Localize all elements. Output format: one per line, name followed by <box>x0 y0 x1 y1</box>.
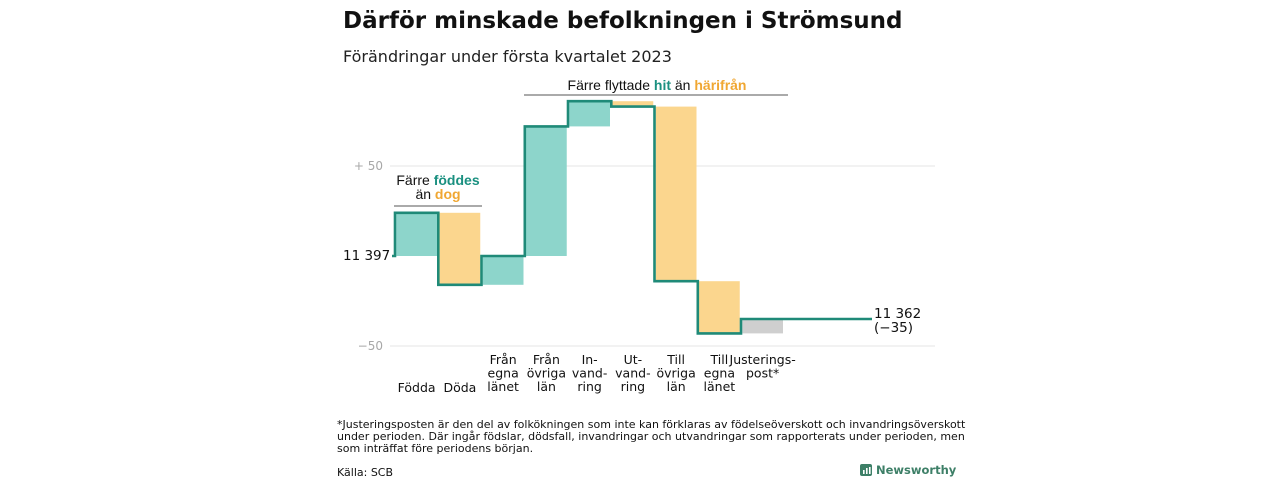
x-axis: Födda DödaFrånegnalänetFrånövrigalänIn-va… <box>398 352 796 395</box>
bar-7 <box>699 281 740 334</box>
category-label-3-1: övriga <box>527 366 566 381</box>
category-label-4-2: ring <box>577 379 601 394</box>
category-label-5-1: vand- <box>615 366 650 381</box>
y-axis: + 50 −50 <box>354 159 383 353</box>
y-tick-label-1: −50 <box>358 339 383 353</box>
category-label-7-1: egna <box>704 366 735 381</box>
step-line <box>392 99 872 335</box>
cumulative-line <box>392 99 872 335</box>
y-tick-label-0: + 50 <box>354 159 383 173</box>
end-value-label: 11 362 <box>874 306 921 322</box>
category-label-4-0: In- <box>582 352 598 367</box>
start-value-label: 11 397 <box>343 248 390 264</box>
bar-2 <box>482 256 524 285</box>
category-label-6-1: övriga <box>656 366 695 381</box>
footnote-line-1: *Justeringsposten är den del av folkökni… <box>337 418 966 431</box>
bar-6 <box>655 106 697 282</box>
births-annotation-line2: än dog <box>415 186 460 202</box>
footnote-line-3: som inträffat före periodens början. <box>337 442 533 455</box>
bar-1 <box>439 212 481 285</box>
category-label-2-2: länet <box>487 379 519 394</box>
category-label-5-2: ring <box>621 379 645 394</box>
category-label-8-0: Justerings- <box>729 352 796 367</box>
bar-3 <box>526 126 567 257</box>
migration-annotation: Färre flyttade hit än härifrån <box>524 77 788 96</box>
category-label-2-1: egna <box>488 366 519 381</box>
category-label-2-0: Från <box>490 352 517 367</box>
category-label-6-0: Till <box>666 352 685 367</box>
footnote-line-2: under perioden. Där ingår födslar, dödsf… <box>337 430 965 443</box>
brand-name: Newsworthy <box>876 463 957 477</box>
category-label-3-0: Från <box>533 352 560 367</box>
category-label-0-0: Födda <box>398 380 436 395</box>
category-label-4-1: vand- <box>572 366 607 381</box>
category-label-6-2: län <box>667 379 686 394</box>
bars <box>396 101 783 334</box>
births-annotation: Färre föddes än dog <box>394 172 482 207</box>
chart-title: Därför minskade befolkningen i Strömsund <box>343 8 903 34</box>
category-label-3-2: län <box>537 379 556 394</box>
chart-subtitle: Förändringar under första kvartalet 2023 <box>343 47 672 66</box>
category-label-8-1: post* <box>746 366 779 381</box>
births-annotation-line1: Färre föddes <box>396 172 479 188</box>
bar-5 <box>612 101 654 107</box>
category-label-7-2: länet <box>704 379 736 394</box>
source-label: Källa: SCB <box>337 466 393 479</box>
newsworthy-logo: Newsworthy <box>860 463 957 477</box>
migration-annotation-text: Färre flyttade hit än härifrån <box>568 77 747 93</box>
category-label-1-0: Döda <box>443 380 476 395</box>
bar-4 <box>569 101 610 127</box>
bar-0 <box>396 212 437 256</box>
bar-8 <box>742 319 783 334</box>
category-label-5-0: Ut- <box>624 352 643 367</box>
end-change-label: (−35) <box>874 320 913 336</box>
category-label-7-0: Till <box>710 352 729 367</box>
